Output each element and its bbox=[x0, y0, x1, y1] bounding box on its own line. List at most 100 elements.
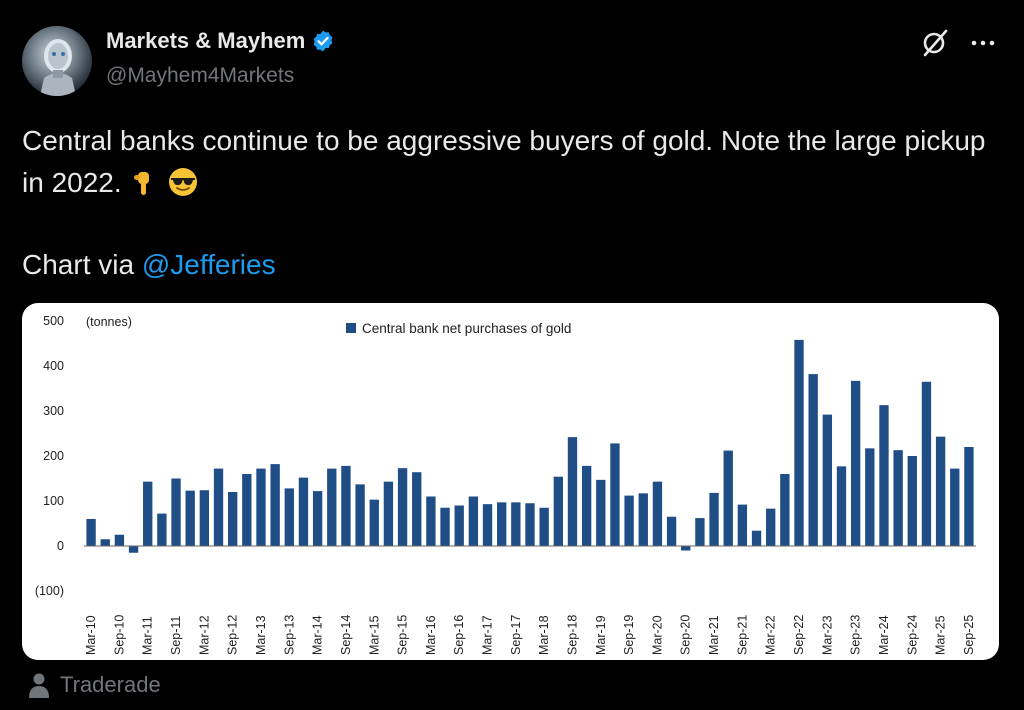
point-down-emoji bbox=[129, 168, 159, 210]
x-tick-label: Sep-25 bbox=[962, 615, 976, 655]
x-tick-label: Mar-15 bbox=[367, 615, 381, 655]
bar bbox=[836, 466, 847, 546]
bar bbox=[298, 477, 309, 546]
verified-badge-icon bbox=[313, 30, 333, 52]
bar bbox=[482, 504, 493, 546]
bar bbox=[100, 539, 110, 546]
media-credit[interactable]: Traderade bbox=[28, 672, 161, 698]
bar bbox=[270, 464, 280, 546]
bar bbox=[950, 468, 960, 546]
bar bbox=[242, 474, 252, 546]
bar bbox=[539, 507, 549, 546]
bar bbox=[638, 493, 648, 546]
bar bbox=[822, 414, 833, 546]
bar bbox=[695, 518, 705, 546]
chart-credit: Chart via @Jefferies bbox=[22, 244, 276, 286]
bar bbox=[596, 479, 606, 546]
bar bbox=[199, 490, 210, 546]
bar bbox=[341, 465, 351, 546]
bar bbox=[143, 481, 153, 546]
bar bbox=[850, 380, 861, 546]
bar bbox=[737, 504, 748, 546]
bar bbox=[284, 488, 294, 546]
bar bbox=[383, 481, 394, 546]
bar bbox=[808, 374, 818, 546]
x-tick-label: Sep-20 bbox=[679, 615, 693, 655]
author-handle[interactable]: @Mayhem4Markets bbox=[106, 64, 295, 87]
x-tick-label: Sep-18 bbox=[565, 615, 579, 655]
bar bbox=[751, 530, 762, 546]
x-tick-label: Mar-24 bbox=[877, 615, 891, 655]
jefferies-mention-link[interactable]: @Jefferies bbox=[141, 249, 276, 280]
x-tick-label: Sep-17 bbox=[509, 615, 523, 655]
x-tick-label: Sep-22 bbox=[792, 615, 806, 655]
y-tick-label: 100 bbox=[43, 494, 64, 508]
x-tick-label: Mar-13 bbox=[254, 615, 268, 655]
y-tick-label: (100) bbox=[35, 584, 64, 598]
bar bbox=[553, 476, 563, 546]
x-tick-label: Mar-22 bbox=[764, 615, 778, 655]
bar bbox=[893, 450, 903, 546]
bar bbox=[652, 481, 663, 546]
x-tick-label: Sep-15 bbox=[396, 615, 410, 655]
author-name[interactable]: Markets & Mayhem bbox=[106, 28, 335, 54]
chart-image[interactable]: (100) 0 100 200 300 400 500 (tonnes) Central ban… bbox=[22, 303, 999, 660]
legend-swatch bbox=[346, 323, 356, 333]
unit-label: (tonnes) bbox=[86, 315, 132, 329]
bar bbox=[369, 499, 379, 546]
sunglasses-emoji bbox=[167, 166, 199, 210]
x-tick-label: Sep-12 bbox=[226, 615, 240, 655]
y-tick-label: 500 bbox=[43, 314, 64, 328]
bar bbox=[964, 447, 974, 546]
bar bbox=[397, 468, 408, 546]
robot-avatar-icon bbox=[40, 39, 76, 96]
bar bbox=[454, 505, 464, 546]
person-icon bbox=[29, 673, 49, 698]
bar bbox=[497, 502, 507, 546]
avatar[interactable] bbox=[22, 26, 92, 96]
x-tick-label: Sep-10 bbox=[112, 615, 126, 655]
bar bbox=[766, 508, 776, 546]
x-tick-label: Sep-24 bbox=[905, 615, 919, 655]
bar bbox=[114, 534, 125, 546]
bar bbox=[780, 474, 790, 546]
x-tick-label: Mar-19 bbox=[594, 615, 608, 655]
bar bbox=[86, 519, 96, 546]
y-tick-label: 200 bbox=[43, 449, 64, 463]
author-name-text[interactable]: Markets & Mayhem bbox=[106, 28, 306, 53]
bar bbox=[312, 491, 323, 546]
bar bbox=[426, 496, 436, 546]
bar bbox=[227, 492, 238, 546]
y-tick-label: 400 bbox=[43, 359, 64, 373]
x-tick-label: Mar-10 bbox=[84, 615, 98, 655]
x-tick-label: Sep-23 bbox=[849, 615, 863, 655]
bar bbox=[723, 450, 733, 546]
more-button[interactable] bbox=[968, 28, 998, 58]
bar bbox=[681, 546, 691, 551]
tweet-body: Central banks continue to be aggressive … bbox=[22, 125, 986, 198]
bar bbox=[624, 495, 634, 546]
bar bbox=[511, 502, 521, 546]
x-tick-label: Sep-13 bbox=[282, 615, 296, 655]
bar bbox=[709, 492, 719, 546]
grok-button[interactable] bbox=[920, 28, 950, 58]
bar bbox=[327, 468, 337, 546]
bar bbox=[468, 496, 479, 546]
x-tick-label: Mar-18 bbox=[537, 615, 551, 655]
x-tick-label: Mar-16 bbox=[424, 615, 438, 655]
x-tick-label: Sep-11 bbox=[169, 616, 183, 655]
x-tick-label: Sep-21 bbox=[735, 615, 749, 655]
bar bbox=[567, 437, 578, 546]
x-tick-label: Mar-23 bbox=[820, 615, 834, 655]
x-tick-label: Mar-11 bbox=[141, 616, 155, 655]
x-tick-label: Mar-14 bbox=[311, 615, 325, 655]
chart-credit-prefix: Chart via bbox=[22, 249, 142, 280]
bar bbox=[213, 468, 224, 546]
bar bbox=[355, 484, 365, 546]
grok-icon bbox=[923, 29, 948, 57]
bar bbox=[256, 468, 266, 546]
y-tick-label: 0 bbox=[57, 539, 64, 553]
media-credit-label: Traderade bbox=[60, 672, 161, 697]
x-tick-label: Mar-25 bbox=[934, 615, 948, 655]
gold-purchases-bar-chart: (100) 0 100 200 300 400 500 (tonnes) Central ban… bbox=[35, 314, 976, 655]
